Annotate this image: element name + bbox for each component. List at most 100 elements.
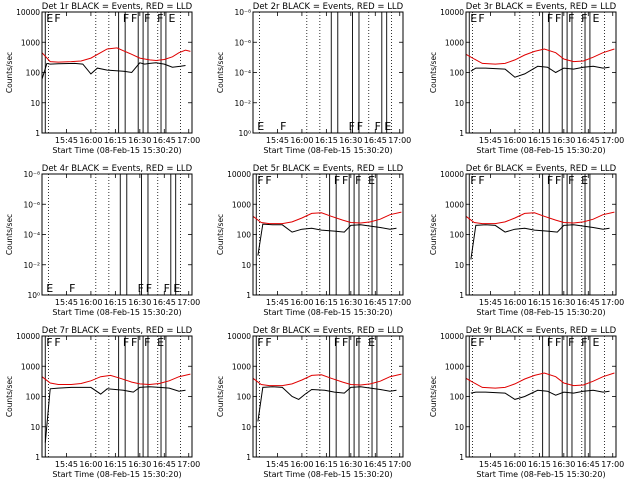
x-tick-label: 17:00 [601,298,624,307]
flag-label: F [157,12,163,25]
y-tick-label: 10 [30,423,40,432]
flag-label: E [470,336,477,349]
x-tick-label: 16:45 [364,136,387,145]
flag-label: F [478,12,484,25]
flag-label: F [342,336,348,349]
y-tick-label: 1 [459,291,464,300]
x-axis-label: Start Time (08-Feb-15 15:30:20) [476,308,605,317]
y-tick-label: 10 [454,261,464,270]
flag-label: F [123,12,129,25]
x-tick-label: 17:00 [177,136,200,145]
axis-frame [41,335,193,458]
x-tick-label: 16:15 [528,298,551,307]
y-tick-label: 10000 [440,170,464,179]
series-line-events [257,223,397,256]
axis-frame [252,11,404,134]
y-axis-label: Counts/sec [5,52,14,93]
x-tick-label: 16:30 [339,136,362,145]
x-tick-label: 16:30 [339,460,362,469]
flag-label: E [593,12,600,25]
flag-label: F [54,336,60,349]
flag-label: F [257,174,263,187]
x-tick-label: 15:45 [55,460,78,469]
x-axis-label: Start Time (08-Feb-15 15:30:20) [52,146,181,155]
flag-label: F [54,12,60,25]
flag-label: F [581,12,587,25]
flag-label: F [478,174,484,187]
y-tick-label: 1000 [232,200,251,209]
flag-label: E [368,174,375,187]
flag-label: F [568,174,574,187]
y-tick-label: 1000 [445,38,464,47]
x-tick-label: 16:15 [104,298,127,307]
panel-title: Det 6r BLACK = Events, RED = LLD [466,164,617,174]
flag-label: F [265,174,271,187]
y-tick-label: 10⁻⁸ [234,8,251,17]
flag-label: E [470,12,477,25]
x-tick-label: 16:00 [290,136,313,145]
y-axis-label: Counts/sec [5,214,14,255]
x-tick-label: 16:00 [503,298,526,307]
flag-label: F [547,336,553,349]
y-tick-label: 10 [454,423,464,432]
x-tick-label: 16:15 [315,460,338,469]
flag-label: F [164,282,170,295]
x-tick-label: 15:45 [55,136,78,145]
flag-label: F [257,336,263,349]
x-tick-label: 16:00 [503,460,526,469]
x-tick-label: 17:00 [601,136,624,145]
x-tick-label: 16:00 [79,298,102,307]
x-tick-label: 16:45 [364,460,387,469]
x-axis-label: Start Time (08-Feb-15 15:30:20) [52,308,181,317]
y-axis-label: Counts/sec [216,214,225,255]
y-tick-label: 1 [35,129,40,138]
flag-label: F [375,120,381,133]
y-tick-label: 100 [26,393,41,402]
x-tick-label: 16:30 [128,460,151,469]
x-tick-label: 15:45 [479,298,502,307]
y-tick-label: 1 [459,129,464,138]
y-tick-label: 10⁻⁶ [23,200,40,209]
x-tick-label: 15:45 [266,298,289,307]
y-tick-label: 1 [35,453,40,462]
y-tick-label: 10⁻⁴ [234,69,251,78]
series-line-lld [252,211,402,225]
series-line-lld [252,373,402,387]
y-tick-label: 1000 [445,200,464,209]
y-tick-label: 10⁻² [23,261,40,270]
y-tick-label: 10 [241,261,251,270]
flag-label: F [334,174,340,187]
x-tick-label: 17:00 [388,136,411,145]
flag-label: E [46,282,53,295]
x-tick-label: 15:45 [55,298,78,307]
axis-frame [41,11,193,134]
flag-label: F [131,336,137,349]
x-axis-label: Start Time (08-Feb-15 15:30:20) [263,146,392,155]
flag-label: F [547,174,553,187]
x-tick-label: 16:00 [79,136,102,145]
series-line-lld [41,47,191,63]
x-tick-label: 16:15 [528,136,551,145]
flag-label: F [568,12,574,25]
x-tick-label: 16:15 [315,136,338,145]
x-tick-label: 16:00 [290,460,313,469]
x-tick-label: 16:45 [577,460,600,469]
x-tick-label: 16:45 [364,298,387,307]
y-tick-label: 1000 [21,362,40,371]
axis-frame [252,335,404,458]
flag-label: F [555,174,561,187]
y-axis-label: Counts/sec [429,52,438,93]
flag-label: F [144,336,150,349]
x-tick-label: 16:00 [79,460,102,469]
x-tick-label: 16:45 [153,298,176,307]
y-tick-label: 1 [246,291,251,300]
series-line-events [257,386,397,422]
y-tick-label: 100 [450,69,465,78]
y-tick-label: 10000 [16,332,40,341]
x-tick-label: 16:45 [577,298,600,307]
